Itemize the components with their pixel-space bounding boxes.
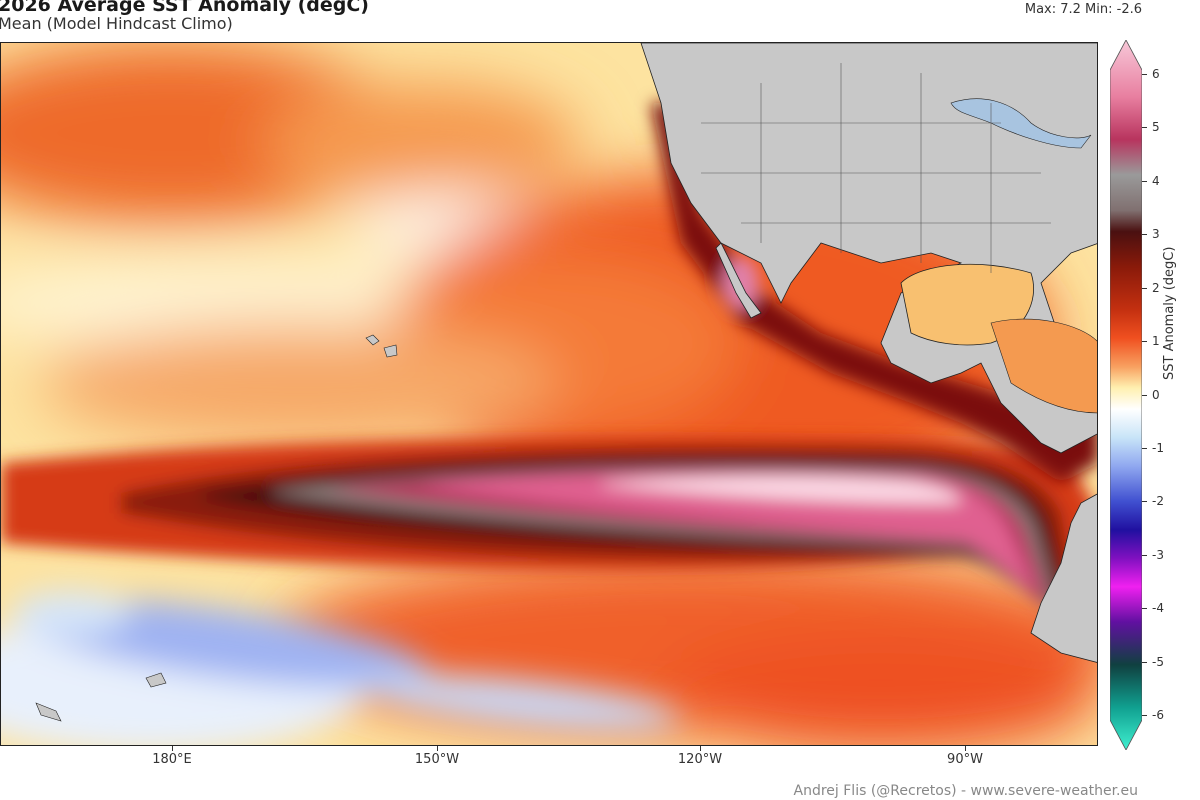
colorbar-tick-mark bbox=[1142, 554, 1147, 556]
colorbar-gradient bbox=[1110, 40, 1142, 750]
anomaly-cool-region bbox=[1, 591, 681, 745]
xtick-mark bbox=[700, 746, 701, 751]
colorbar-tick-label: 0 bbox=[1152, 387, 1160, 402]
colorbar-tick-mark bbox=[1142, 608, 1147, 610]
map-canvas bbox=[1, 43, 1097, 745]
xtick-label: 180°E bbox=[152, 752, 192, 767]
land bbox=[35, 43, 1097, 722]
colorbar-tick-label: 5 bbox=[1152, 120, 1160, 135]
max-min-readout: Max: 7.2 Min: -2.6 bbox=[1024, 2, 1142, 17]
colorbar-tick-label: 3 bbox=[1152, 227, 1160, 242]
xtick-label: 120°W bbox=[677, 752, 723, 767]
colorbar-label: SST Anomaly (degC) bbox=[1162, 246, 1177, 380]
chart-title: 2026 Average SST Anomaly (degC) bbox=[0, 0, 369, 16]
colorbar-tick-label: -5 bbox=[1152, 654, 1164, 669]
colorbar-tick-mark bbox=[1142, 234, 1147, 236]
colorbar-tick-label: 6 bbox=[1152, 67, 1160, 81]
colorbar-tick-mark bbox=[1142, 661, 1147, 663]
colorbar-tick-label: 4 bbox=[1152, 173, 1160, 188]
colorbar bbox=[1110, 40, 1142, 750]
chart-subtitle: Mean (Model Hindcast Climo) bbox=[0, 14, 233, 33]
equatorial-warm-tongue bbox=[1, 436, 1097, 641]
xtick-mark bbox=[172, 746, 173, 751]
colorbar-tick-mark bbox=[1142, 394, 1147, 396]
colorbar-tick-label: 1 bbox=[1152, 334, 1160, 349]
colorbar-tick-label: -2 bbox=[1152, 494, 1164, 509]
colorbar-tick-label: -4 bbox=[1152, 601, 1164, 616]
xtick-mark bbox=[965, 746, 966, 751]
colorbar-tick-mark bbox=[1142, 74, 1147, 75]
colorbar-tick-mark bbox=[1142, 447, 1147, 449]
xtick-label: 150°W bbox=[414, 752, 460, 767]
colorbar-tick-mark bbox=[1142, 715, 1147, 716]
colorbar-tick-mark bbox=[1142, 341, 1147, 343]
colorbar-tick-label: -6 bbox=[1152, 708, 1164, 722]
colorbar-tick-label: -1 bbox=[1152, 440, 1164, 455]
sst-anomaly-map bbox=[0, 42, 1098, 746]
state-borders bbox=[701, 63, 1051, 273]
credit-text: Andrej Flis (@Recretos) - www.severe-wea… bbox=[793, 783, 1138, 799]
xtick-mark bbox=[437, 746, 438, 751]
colorbar-tick-label: -3 bbox=[1152, 547, 1164, 562]
colorbar-tick-label: 2 bbox=[1152, 280, 1160, 295]
colorbar-tick-mark bbox=[1142, 127, 1147, 129]
xtick-label: 90°W bbox=[947, 752, 983, 767]
colorbar-tick-mark bbox=[1142, 501, 1147, 503]
colorbar-tick-mark bbox=[1142, 287, 1147, 289]
colorbar-tick-mark bbox=[1142, 180, 1147, 182]
